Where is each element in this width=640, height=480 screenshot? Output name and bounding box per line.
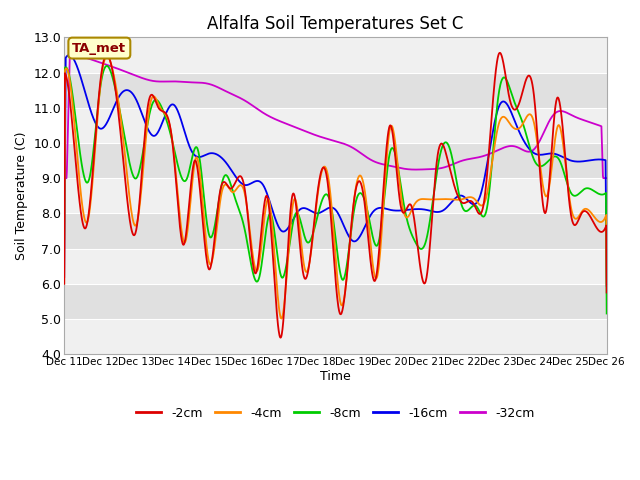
Bar xyxy=(64,108,607,143)
X-axis label: Time: Time xyxy=(320,370,351,383)
Bar xyxy=(64,249,607,284)
Bar xyxy=(64,37,607,72)
Bar xyxy=(64,143,607,178)
Bar xyxy=(64,178,607,213)
Bar xyxy=(64,72,607,108)
Legend: -2cm, -4cm, -8cm, -16cm, -32cm: -2cm, -4cm, -8cm, -16cm, -32cm xyxy=(131,402,540,424)
Text: TA_met: TA_met xyxy=(72,42,126,55)
Y-axis label: Soil Temperature (C): Soil Temperature (C) xyxy=(15,132,28,260)
Bar xyxy=(64,284,607,319)
Bar xyxy=(64,213,607,249)
Title: Alfalfa Soil Temperatures Set C: Alfalfa Soil Temperatures Set C xyxy=(207,15,463,33)
Bar xyxy=(64,319,607,354)
